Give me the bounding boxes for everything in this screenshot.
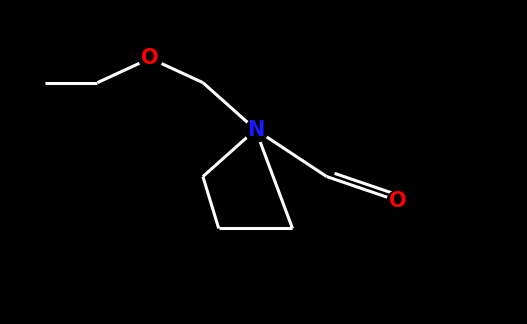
Text: O: O [141, 48, 159, 68]
Text: O: O [389, 191, 407, 211]
Text: N: N [247, 120, 264, 140]
